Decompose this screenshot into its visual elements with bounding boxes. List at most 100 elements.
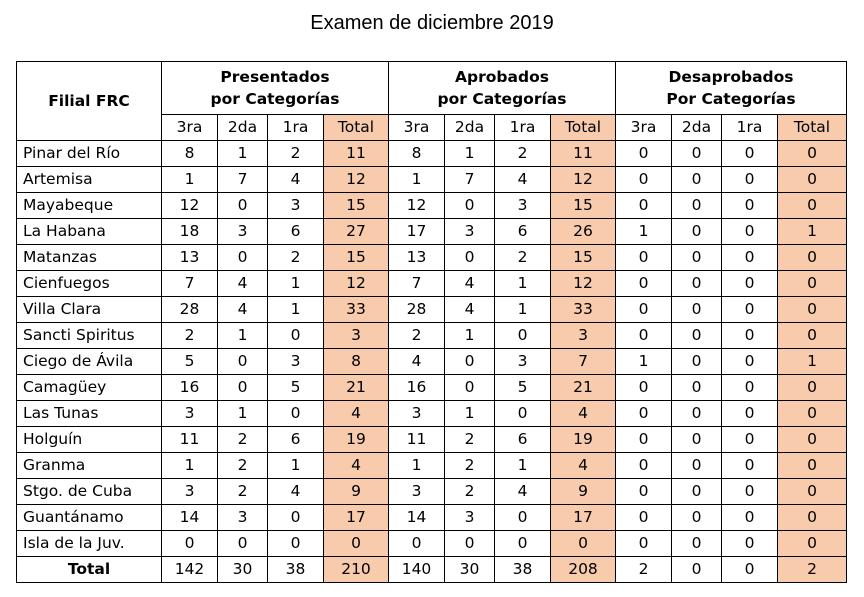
value-cell: 0 bbox=[721, 348, 778, 375]
table-row: Guantánamo 14 3 0 17 14 3 0 17 0 0 0 0 bbox=[16, 504, 848, 531]
total-cell: 15 bbox=[550, 244, 616, 271]
value-cell: 0 bbox=[615, 426, 672, 453]
total-cell: 21 bbox=[550, 374, 616, 401]
total-cell: 12 bbox=[550, 166, 616, 193]
total-cell: 0 bbox=[776, 270, 848, 297]
value-cell: 3 bbox=[267, 348, 324, 375]
filial-name: Artemisa bbox=[16, 166, 162, 193]
total-cell: 0 bbox=[550, 530, 616, 557]
total-cell: 12 bbox=[323, 270, 389, 297]
value-cell: 0 bbox=[721, 530, 778, 557]
value-cell: 1 bbox=[444, 322, 495, 349]
desaprobados-header: Desaprobados Por Categorías bbox=[614, 61, 848, 115]
value-cell: 0 bbox=[721, 556, 778, 583]
total-cell: 19 bbox=[323, 426, 389, 453]
value-cell: 3 bbox=[161, 478, 218, 505]
value-cell: 1 bbox=[388, 166, 445, 193]
value-cell: 7 bbox=[217, 166, 268, 193]
value-cell: 1 bbox=[615, 218, 672, 245]
sub-header-2da: 2da bbox=[217, 114, 268, 141]
value-cell: 4 bbox=[217, 270, 268, 297]
value-cell: 0 bbox=[721, 478, 778, 505]
value-cell: 0 bbox=[494, 504, 551, 531]
total-cell: 33 bbox=[323, 296, 389, 323]
value-cell: 2 bbox=[217, 478, 268, 505]
sub-header-3ra: 3ra bbox=[615, 114, 672, 141]
value-cell: 4 bbox=[267, 166, 324, 193]
value-cell: 3 bbox=[217, 218, 268, 245]
value-cell: 0 bbox=[721, 296, 778, 323]
value-cell: 11 bbox=[161, 426, 218, 453]
value-cell: 8 bbox=[161, 140, 218, 167]
value-cell: 0 bbox=[671, 270, 722, 297]
total-cell: 9 bbox=[550, 478, 616, 505]
value-cell: 0 bbox=[217, 530, 268, 557]
table-row: Holguín 11 2 6 19 11 2 6 19 0 0 0 0 bbox=[16, 426, 848, 453]
filial-name: Holguín bbox=[16, 426, 162, 453]
total-cell: 17 bbox=[550, 504, 616, 531]
value-cell: 14 bbox=[388, 504, 445, 531]
table-row: Stgo. de Cuba 3 2 4 9 3 2 4 9 0 0 0 0 bbox=[16, 478, 848, 505]
value-cell: 2 bbox=[267, 140, 324, 167]
value-cell: 0 bbox=[615, 478, 672, 505]
value-cell: 38 bbox=[267, 556, 324, 583]
value-cell: 0 bbox=[671, 556, 722, 583]
total-cell: 15 bbox=[323, 192, 389, 219]
value-cell: 2 bbox=[161, 322, 218, 349]
value-cell: 3 bbox=[161, 400, 218, 427]
table-row: Mayabeque 12 0 3 15 12 0 3 15 0 0 0 0 bbox=[16, 192, 848, 219]
table-row: Las Tunas 3 1 0 4 3 1 0 4 0 0 0 0 bbox=[16, 400, 848, 427]
aprobados-header: Aprobados por Categorías bbox=[388, 61, 616, 115]
value-cell: 2 bbox=[444, 452, 495, 479]
total-cell: 4 bbox=[550, 452, 616, 479]
value-cell: 0 bbox=[671, 400, 722, 427]
total-cell: 0 bbox=[323, 530, 389, 557]
total-cell: 4 bbox=[323, 452, 389, 479]
value-cell: 6 bbox=[494, 426, 551, 453]
value-cell: 1 bbox=[267, 452, 324, 479]
value-cell: 0 bbox=[615, 270, 672, 297]
table-row: Granma 1 2 1 4 1 2 1 4 0 0 0 0 bbox=[16, 452, 848, 479]
value-cell: 0 bbox=[721, 426, 778, 453]
value-cell: 0 bbox=[161, 530, 218, 557]
value-cell: 7 bbox=[161, 270, 218, 297]
filial-name: Pinar del Río bbox=[16, 140, 162, 167]
value-cell: 13 bbox=[161, 244, 218, 271]
value-cell: 1 bbox=[267, 296, 324, 323]
value-cell: 0 bbox=[615, 244, 672, 271]
value-cell: 0 bbox=[615, 192, 672, 219]
value-cell: 140 bbox=[388, 556, 445, 583]
value-cell: 0 bbox=[388, 530, 445, 557]
value-cell: 28 bbox=[388, 296, 445, 323]
total-cell: 26 bbox=[550, 218, 616, 245]
value-cell: 0 bbox=[444, 530, 495, 557]
value-cell: 4 bbox=[267, 478, 324, 505]
value-cell: 3 bbox=[444, 504, 495, 531]
value-cell: 7 bbox=[444, 166, 495, 193]
value-cell: 0 bbox=[721, 400, 778, 427]
value-cell: 28 bbox=[161, 296, 218, 323]
exam-results-table: Filial FRC Presentados por Categorías Ap… bbox=[16, 61, 848, 583]
value-cell: 0 bbox=[444, 348, 495, 375]
sub-header-3ra: 3ra bbox=[388, 114, 445, 141]
value-cell: 1 bbox=[267, 270, 324, 297]
value-cell: 0 bbox=[721, 140, 778, 167]
value-cell: 5 bbox=[161, 348, 218, 375]
sub-header-total: Total bbox=[550, 114, 616, 141]
table-row: La Habana 18 3 6 27 17 3 6 26 1 0 0 1 bbox=[16, 218, 848, 245]
value-cell: 1 bbox=[494, 296, 551, 323]
filial-name: La Habana bbox=[16, 218, 162, 245]
value-cell: 0 bbox=[444, 244, 495, 271]
group-header-line1: Aprobados bbox=[455, 68, 549, 86]
total-cell: 21 bbox=[323, 374, 389, 401]
group-header-line2: Por Categorías bbox=[666, 90, 796, 108]
value-cell: 4 bbox=[444, 270, 495, 297]
value-cell: 17 bbox=[388, 218, 445, 245]
value-cell: 1 bbox=[217, 400, 268, 427]
value-cell: 5 bbox=[494, 374, 551, 401]
total-cell: 11 bbox=[550, 140, 616, 167]
value-cell: 0 bbox=[615, 530, 672, 557]
value-cell: 13 bbox=[388, 244, 445, 271]
value-cell: 3 bbox=[217, 504, 268, 531]
value-cell: 0 bbox=[721, 218, 778, 245]
